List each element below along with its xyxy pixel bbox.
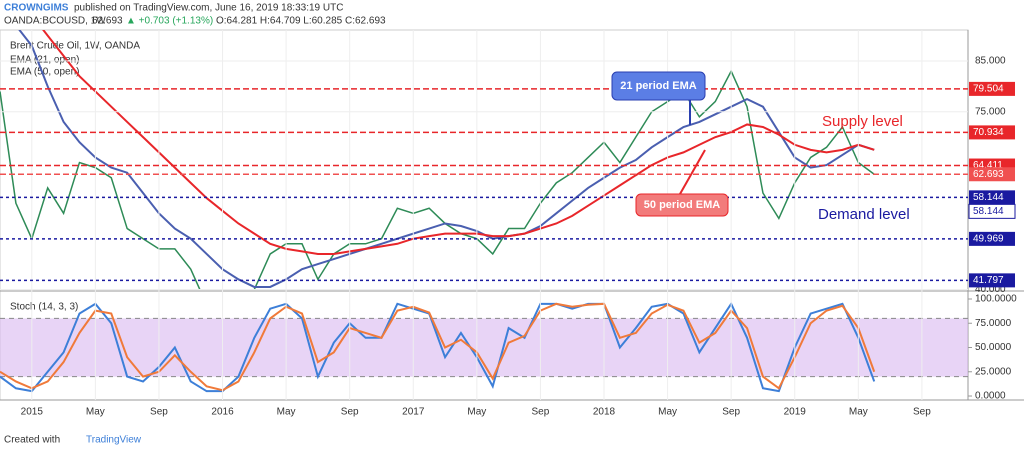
y-tick-label: 25.0000 (975, 366, 1012, 377)
y-tick-label: 75.0000 (975, 318, 1012, 329)
x-tick-label: 2019 (784, 407, 807, 418)
stoch-title: Stoch (14, 3, 3) (10, 302, 78, 313)
series-line (18, 30, 875, 288)
series-line (0, 69, 875, 290)
footer-brand: TradingView (86, 435, 142, 446)
y-tick-label: 40.000 (975, 284, 1006, 295)
x-tick-label: Sep (532, 407, 550, 418)
symbol: OANDA:BCOUSD, 1W (4, 16, 106, 27)
x-tick-label: 2018 (593, 407, 616, 418)
footer-text: Created with (4, 435, 60, 446)
y-tick-label: 75.000 (975, 106, 1006, 117)
series-line (0, 302, 876, 392)
x-tick-label: May (658, 407, 677, 418)
callout-text: 21 period EMA (620, 80, 696, 92)
level-label: 49.969 (973, 234, 1004, 245)
x-tick-label: Sep (341, 407, 359, 418)
callout-arrow (679, 149, 706, 195)
x-tick-label: May (467, 407, 486, 418)
stoch-band (0, 318, 968, 377)
callout-box (611, 71, 706, 101)
level-label: 64.411 (973, 160, 1003, 171)
x-tick-label: May (86, 407, 105, 418)
legend-entry: EMA (50, open) (10, 67, 79, 78)
ohlc: O:64.281 H:64.709 L:60.285 C:62.693 (216, 16, 386, 27)
level-label-box (969, 167, 1015, 182)
level-label-box (969, 125, 1015, 140)
level-label-box (969, 231, 1015, 246)
level-label-box (969, 81, 1015, 96)
annotation-text: Demand level (818, 206, 910, 223)
price: 62.693 (92, 16, 123, 27)
level-label-box (969, 273, 1015, 288)
y-tick-label: 50.0000 (975, 342, 1012, 353)
x-tick-label: May (277, 407, 296, 418)
x-tick-label: May (849, 407, 868, 418)
level-label: 62.693 (973, 169, 1004, 180)
series-line (0, 301, 876, 393)
published: published on TradingView.com, June 16, 2… (74, 3, 343, 14)
level-label: 58.144 (973, 192, 1004, 203)
x-tick-label: Sep (150, 407, 168, 418)
x-tick-label: 2016 (211, 407, 234, 418)
x-tick-label: 2015 (21, 407, 44, 418)
level-label: 41.797 (973, 275, 1004, 286)
level-label-box (969, 190, 1015, 205)
x-tick-label: Sep (722, 407, 740, 418)
level-label: 70.934 (973, 127, 1004, 138)
callout-text: 50 period EMA (644, 199, 720, 211)
level-label: 58.144 (973, 206, 1004, 217)
y-tick-label: 0.0000 (975, 391, 1006, 402)
chart-title: Brent Crude Oil, 1W, OANDA (10, 41, 140, 52)
y-tick-label: 85.000 (975, 56, 1006, 67)
level-label-box (968, 203, 1016, 219)
annotation-text: Supply level (822, 113, 903, 130)
callout-box (635, 193, 729, 217)
change: ▲ +0.703 (+1.13%) (126, 16, 213, 27)
x-tick-label: 2017 (402, 407, 425, 418)
y-tick-label: 100.0000 (975, 294, 1017, 305)
legend-entry: EMA (21, open) (10, 55, 79, 66)
x-tick-label: Sep (913, 407, 931, 418)
author: CROWNGIMS (4, 3, 69, 14)
level-label: 79.504 (973, 84, 1004, 95)
series-line (42, 30, 875, 255)
